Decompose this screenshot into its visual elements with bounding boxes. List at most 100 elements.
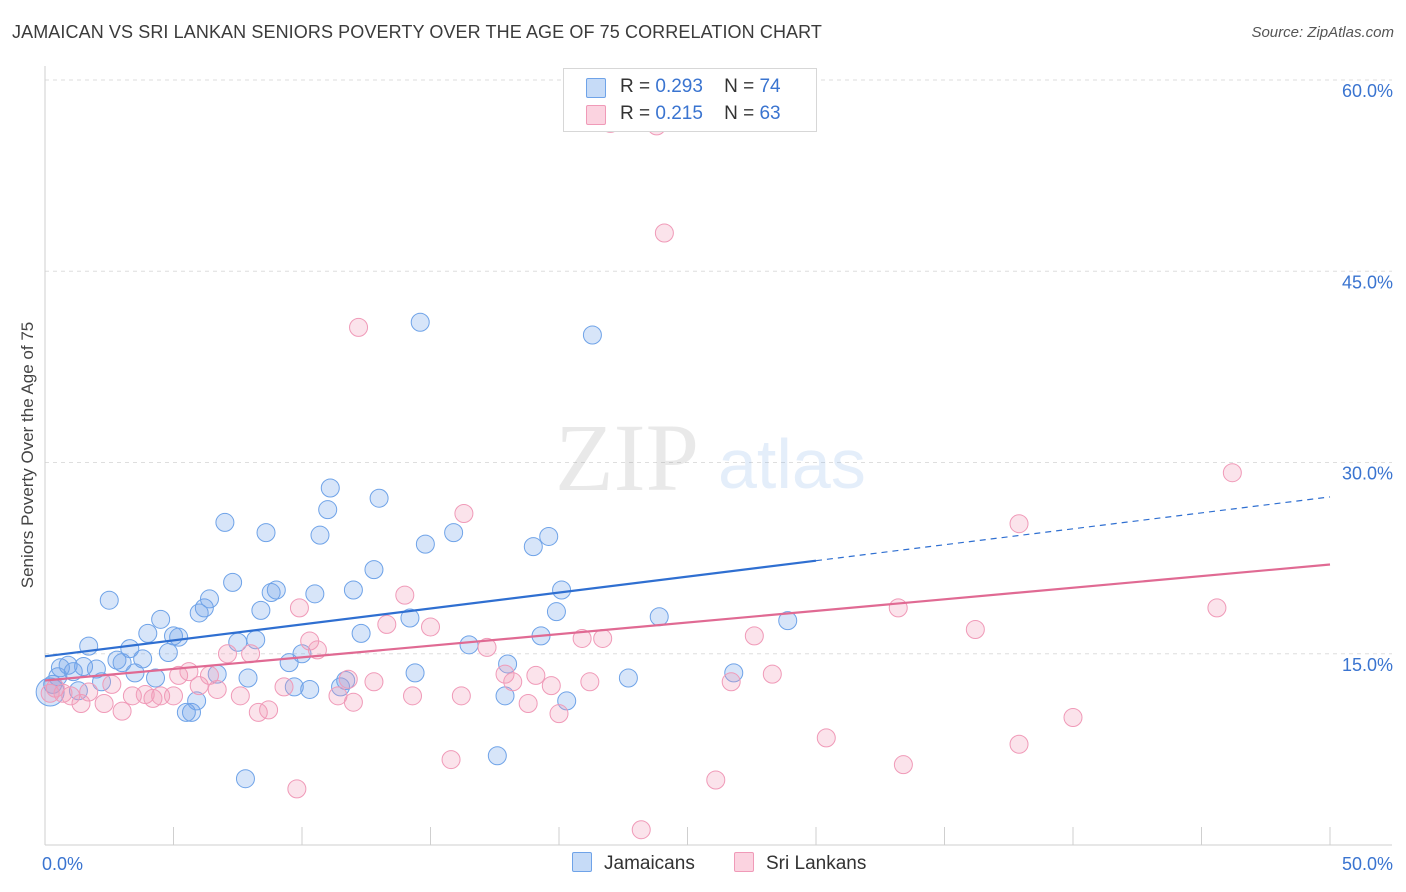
jamaicans-point bbox=[649, 607, 669, 627]
sri-lankans-point bbox=[518, 693, 538, 713]
sri-lankans-point bbox=[441, 750, 461, 770]
sri-lankans-point bbox=[259, 700, 279, 720]
sri-lankans-point bbox=[549, 704, 569, 724]
sri-lankans-point bbox=[421, 617, 440, 637]
x-tick-label: 50.0% bbox=[1342, 854, 1393, 874]
jamaicans-point bbox=[487, 746, 507, 766]
sri-lankans-point bbox=[349, 317, 369, 337]
sri-lankans-point bbox=[495, 664, 515, 684]
jamaicans-points bbox=[35, 312, 798, 789]
jamaicans-point bbox=[369, 488, 389, 508]
sri-lankans-point bbox=[164, 686, 183, 706]
sri-lankans-point bbox=[274, 677, 294, 697]
sri-lankans-point bbox=[395, 585, 415, 605]
jamaicans-point bbox=[215, 512, 235, 532]
jamaicans-point bbox=[459, 635, 479, 655]
legend-swatch-sri-lankans bbox=[734, 852, 754, 872]
sri-lankans-point bbox=[580, 672, 600, 692]
legend-swatch-jamaicans bbox=[586, 78, 606, 98]
jamaicans-point bbox=[318, 500, 338, 520]
sri-lankans-point bbox=[503, 672, 523, 692]
r-value: 0.215 bbox=[655, 103, 703, 124]
jamaicans-point bbox=[235, 769, 255, 789]
r-label: R = bbox=[620, 76, 651, 97]
sri-lankans-point bbox=[1222, 463, 1242, 483]
sri-lankans-point bbox=[762, 664, 782, 684]
legend-swatch-jamaicans bbox=[572, 852, 592, 872]
jamaicans-point bbox=[133, 649, 153, 669]
sri-lankans-point bbox=[1009, 734, 1029, 754]
legend-item-jamaicans: Jamaicans bbox=[572, 852, 695, 875]
sri-lankans-point bbox=[377, 614, 397, 634]
y-tick-label: 45.0% bbox=[1342, 272, 1393, 292]
jamaicans-point bbox=[310, 525, 330, 545]
trend-lines bbox=[44, 496, 1331, 682]
jamaicans-point bbox=[552, 580, 572, 600]
sri-lankans-point bbox=[1207, 598, 1227, 618]
stats-legend: R = 0.293 N = 74 R = 0.215 N = 63 bbox=[563, 68, 817, 132]
sri-lankans-point bbox=[965, 620, 985, 640]
sri-lankans-point bbox=[112, 701, 132, 721]
jamaicans-point bbox=[778, 611, 798, 631]
sri-lankans-point bbox=[631, 820, 651, 840]
tick-labels: 15.0% 30.0% 45.0% 60.0% 0.0% 50.0% bbox=[42, 81, 1393, 874]
sri-lankans-point bbox=[79, 682, 99, 702]
sri-lankans-point bbox=[217, 644, 237, 664]
jamaicans-point bbox=[99, 590, 119, 610]
jamaicans-point bbox=[146, 668, 166, 688]
sri-lankans-point bbox=[189, 676, 209, 696]
jamaicans-point bbox=[189, 603, 209, 623]
jamaicans-point bbox=[618, 668, 638, 688]
sri-lankans-point bbox=[744, 626, 764, 646]
sri-lankans-point bbox=[143, 688, 163, 708]
jamaicans-point bbox=[194, 598, 214, 618]
watermark-atlas: atlas bbox=[718, 425, 866, 503]
sri-lankans-point bbox=[364, 672, 384, 692]
jamaicans-point bbox=[320, 478, 340, 498]
legend-label-sri-lankans: Sri Lankans bbox=[766, 853, 867, 874]
jamaicans-point bbox=[343, 580, 363, 600]
y-tick-label: 15.0% bbox=[1342, 655, 1393, 675]
series-legend: Jamaicans Sri Lankans bbox=[0, 852, 1406, 878]
sri-lankans-point bbox=[593, 628, 613, 648]
sri-lankans-point bbox=[451, 686, 471, 706]
sri-lankans-point bbox=[94, 693, 114, 713]
watermark: ZIP atlas bbox=[555, 404, 866, 511]
sri-lankans-point bbox=[477, 637, 497, 657]
legend-item-sri-lankans: Sri Lankans bbox=[734, 852, 866, 875]
sri-lankans-point bbox=[403, 686, 423, 706]
grid-lines bbox=[45, 79, 1392, 655]
jamaicans-point bbox=[261, 583, 281, 603]
jamaicans-trend-extension bbox=[815, 496, 1331, 562]
sri-lankans-point bbox=[207, 679, 227, 699]
sri-lankans-point bbox=[287, 779, 307, 799]
chart-title: JAMAICAN VS SRI LANKAN SENIORS POVERTY O… bbox=[12, 22, 823, 42]
source-label: Source: ZipAtlas.com bbox=[1251, 24, 1394, 41]
sri-lankans-point bbox=[526, 665, 546, 685]
x-tick-label: 0.0% bbox=[42, 854, 83, 874]
jamaicans-point bbox=[86, 659, 106, 679]
axes bbox=[44, 66, 1392, 846]
jamaicans-point bbox=[405, 663, 425, 683]
jamaicans-point bbox=[223, 572, 243, 592]
sri-lankans-point bbox=[230, 686, 250, 706]
jamaicans-point bbox=[539, 526, 559, 546]
y-tick-label: 60.0% bbox=[1342, 81, 1393, 101]
n-label: N = bbox=[724, 103, 755, 124]
jamaicans-point bbox=[238, 668, 258, 688]
jamaicans-point bbox=[58, 655, 78, 675]
jamaicans-point bbox=[300, 679, 320, 699]
sri-lankans-point bbox=[541, 676, 561, 696]
jamaicans-point bbox=[50, 658, 70, 678]
jamaicans-point bbox=[251, 600, 271, 620]
jamaicans-point bbox=[444, 523, 464, 543]
legend-swatch-sri-lankans bbox=[586, 105, 606, 125]
jamaicans-point bbox=[63, 662, 83, 682]
jamaicans-point bbox=[410, 312, 430, 332]
sri-lankans-point bbox=[721, 672, 741, 692]
sri-lankans-point bbox=[454, 504, 474, 523]
jamaicans-point bbox=[266, 580, 286, 600]
jamaicans-point bbox=[256, 523, 276, 543]
jamaicans-point bbox=[169, 627, 189, 647]
